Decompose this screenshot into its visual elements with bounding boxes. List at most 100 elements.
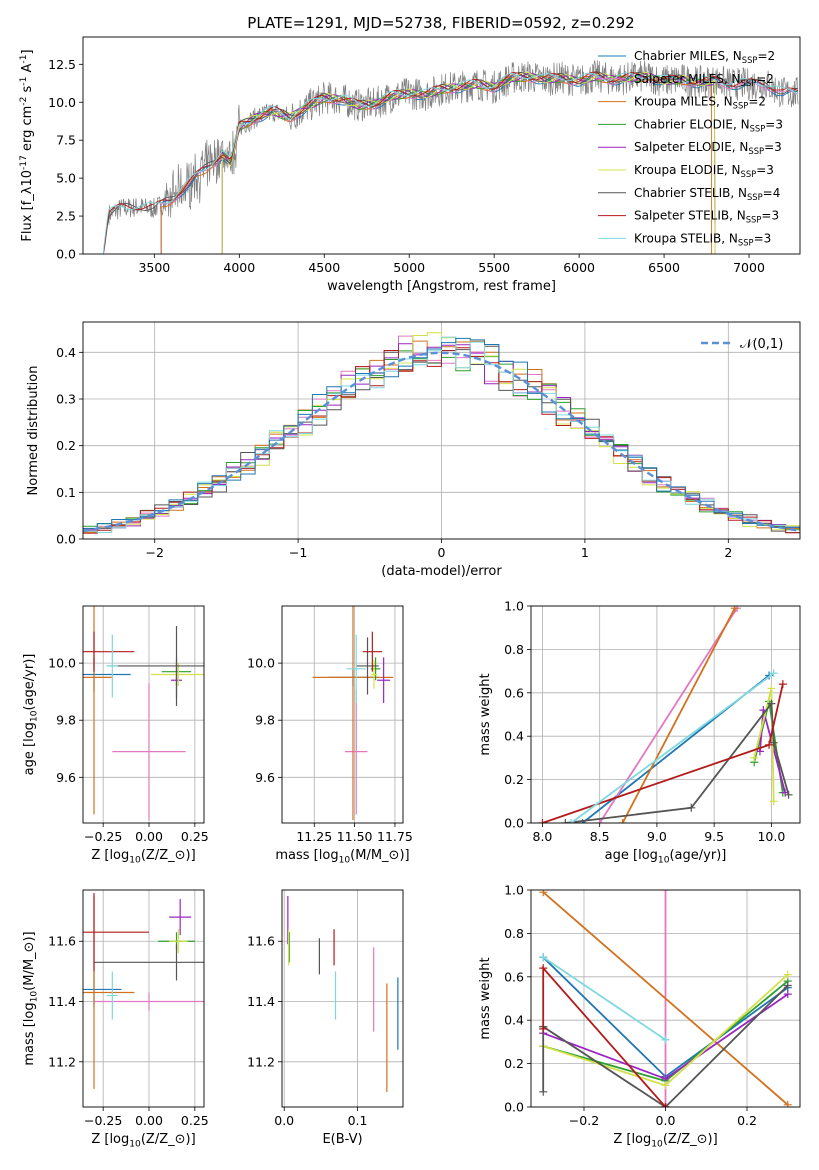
x-tick-label: −0.2 (569, 1113, 599, 1128)
y-tick-label: 0.0 (504, 816, 524, 831)
y-tick-label: 0.4 (56, 345, 76, 360)
weight-line-kroupa_stelib (542, 956, 667, 1041)
weight-marker-salpeter_miles (595, 819, 604, 823)
weight-marker-salpeter_stelib (765, 740, 774, 749)
weight-marker-kroupa_elodie (783, 970, 792, 979)
y-tick-label: 0.2 (504, 772, 524, 787)
errorbar-kroupa_elodie (150, 663, 204, 686)
plot-area (102, 59, 799, 254)
legend-label-salpeter_miles: Salpeter MILES, NSSP​=2 (634, 72, 774, 88)
model-line-kroupa_miles (160, 75, 713, 254)
y-tick-label: 10.0 (48, 95, 76, 110)
panel-residuals: −2 −1 0 1 2 0.0 0.1 0.2 0.3 0.4 (data-model)/error… (26, 321, 801, 579)
weight-marker-kroupa_stelib (769, 669, 778, 678)
y-tick-label: 11.4 (247, 994, 275, 1009)
legend-label-kroupa_stelib: Kroupa STELIB, NSSP​=3 (634, 231, 771, 247)
x-tick-label: 0.0 (656, 1113, 676, 1128)
y-tick-label: 0.0 (56, 247, 76, 262)
y-tick-label: 5.0 (56, 171, 76, 186)
legend-label-salpeter_elodie: Salpeter ELODIE, NSSP​=3 (634, 140, 782, 156)
plot-area (312, 606, 394, 821)
weight-marker-salpeter_stelib (539, 964, 548, 973)
x-tick-label: 2 (724, 545, 732, 560)
plot-area (287, 896, 399, 1092)
legend-label-gauss: 𝒩(0,1) (740, 337, 783, 352)
y-tick-label: 9.8 (56, 713, 76, 728)
x-tick-label: 4000 (223, 260, 255, 275)
y-tick-label: 0.1 (56, 485, 76, 500)
weight-marker-kroupa_miles (783, 1100, 792, 1107)
y-tick-label: 0.8 (504, 926, 524, 941)
y-tick-label: 11.2 (247, 1054, 275, 1069)
errorbar-kroupa_elodie (169, 929, 188, 954)
x-axis-label: Z [log10​(Z/Z_⊙)] (91, 848, 195, 865)
weight-line-chabrier_stelib (542, 984, 789, 1107)
weight-line-chabrier_stelib (565, 701, 790, 823)
x-tick-label: 0.1 (348, 1113, 368, 1128)
x-tick-label: −0.25 (84, 829, 122, 844)
legend-label-chabrier_stelib: Chabrier STELIB, NSSP​=4 (634, 186, 780, 202)
y-tick-label: 0.3 (56, 392, 76, 407)
weight-marker-salpeter_stelib (778, 680, 787, 689)
weight-marker-salpeter_elodie (783, 990, 792, 999)
errorbar-chabrier_stelib (94, 944, 204, 981)
axes-frame (82, 321, 801, 540)
y-axis-label: Flux [f_λ10-17​ erg cm-2​ s-1​ A-1​] (19, 49, 35, 241)
errorbar-kroupa_stelib (106, 634, 118, 698)
y-axis-label: mass weight (478, 957, 493, 1039)
x-tick-label: 1 (581, 545, 589, 560)
plot-area (538, 606, 793, 823)
x-tick-label: 11.50 (337, 829, 373, 844)
errorbar-salpeter_stelib (83, 631, 135, 672)
plot-area (539, 890, 792, 1107)
legend-label-chabrier_elodie: Chabrier ELODIE, NSSP​=3 (634, 117, 783, 133)
weight-marker-salpeter_stelib (539, 1024, 548, 1033)
weight-marker-kroupa_elodie (750, 753, 759, 762)
x-tick-label: 0.00 (135, 829, 163, 844)
panel-mass_vs_ebv: 0.0 0.1 11.2 11.4 11.6 E(B-V) (247, 889, 404, 1147)
y-tick-label: 10.0 (247, 656, 275, 671)
weight-marker-chabrier_stelib (769, 738, 778, 747)
observed-spectrum-line (103, 59, 799, 254)
y-tick-label: 0.4 (504, 1013, 524, 1028)
errorbar-kroupa_stelib (346, 634, 366, 704)
x-tick-label: 3500 (138, 260, 170, 275)
axes-frame (530, 889, 801, 1108)
weight-marker-kroupa_elodie (661, 1081, 670, 1090)
errorbar-chabrier_stelib (356, 637, 379, 695)
y-tick-label: 9.6 (56, 770, 76, 785)
y-tick-label: 12.5 (48, 57, 76, 72)
y-tick-label: 0.4 (504, 729, 524, 744)
y-tick-label: 11.4 (48, 994, 76, 1009)
errorbar-kroupa_elodie (370, 660, 378, 689)
weight-marker-kroupa_stelib (661, 1035, 670, 1044)
x-axis-label: Z [log10​(Z/Z_⊙)] (91, 1132, 195, 1149)
panel-age_vs_mass: 11.25 11.50 11.75 9.6 9.8 10.0 mass [log10​(M/… (247, 605, 413, 865)
model-line-kroupa_elodie (221, 71, 716, 254)
errorbar-kroupa_stelib (106, 971, 118, 1020)
axes-frame (82, 36, 801, 255)
x-axis-label: Z [log10​(Z/Z_⊙)] (613, 1132, 717, 1149)
spectrum-legend: Chabrier MILES, NSSP​=2 Salpeter MILES, N… (598, 49, 783, 247)
weight-marker-kroupa_stelib (539, 953, 548, 962)
x-tick-label: 4500 (308, 260, 340, 275)
x-tick-label: −2 (145, 545, 163, 560)
weight-marker-chabrier_stelib (561, 819, 570, 823)
plot-area (83, 332, 800, 534)
x-axis-label: E(B-V) (322, 1132, 362, 1147)
panel-mass_vs_z: −0.25 0.00 0.25 11.2 11.4 11.6 Z [log10​(Z/Z_⊙… (22, 889, 209, 1149)
histogram-salpeter_stelib (83, 347, 800, 534)
errorbar-salpeter_stelib (362, 631, 383, 672)
y-tick-label: 0.2 (56, 438, 76, 453)
plot-area (83, 606, 204, 821)
panel-weight_vs_age: 8.0 8.5 9.0 9.5 10.0 0.0 0.2 0.4 0.6 0.8 1.0 age [l… (478, 599, 801, 865)
y-tick-label: 2.5 (56, 209, 76, 224)
x-tick-label: 0.00 (135, 1113, 163, 1128)
plot-area (83, 893, 204, 1089)
weight-marker-chabrier_stelib (784, 790, 793, 799)
x-tick-label: 8.5 (590, 829, 610, 844)
weight-marker-chabrier_stelib (783, 981, 792, 990)
y-tick-label: 1.0 (504, 883, 524, 898)
weight-marker-kroupa_elodie (767, 684, 776, 693)
y-axis-label: age [log10​(age/yr)] (22, 654, 39, 776)
